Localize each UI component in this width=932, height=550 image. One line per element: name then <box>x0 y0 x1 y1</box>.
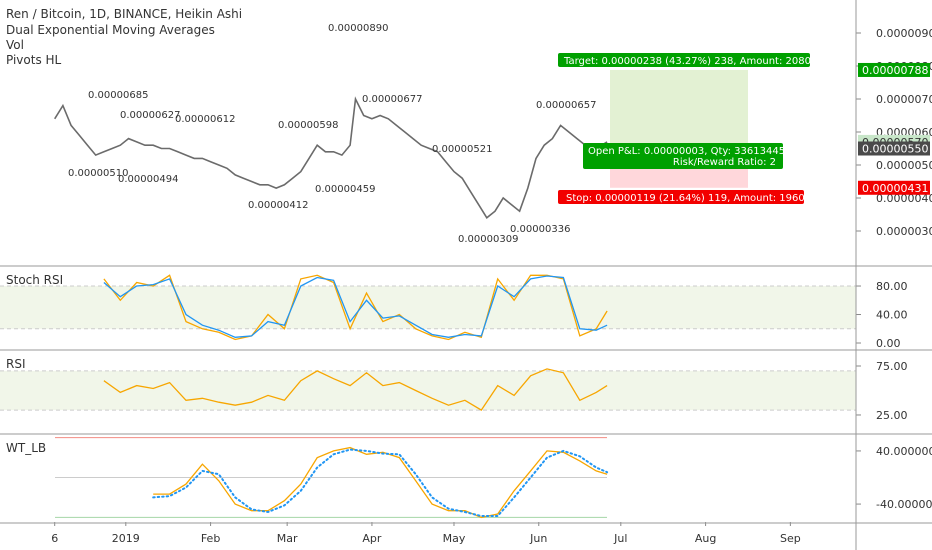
y-tick-label: 0.00 <box>876 337 901 350</box>
series-line <box>54 96 608 219</box>
price-tag-label: 0.00000431 <box>862 182 928 195</box>
y-tick-label: 75.00 <box>876 360 908 373</box>
pivot-label: 0.00000309 <box>458 234 518 245</box>
pane-title: RSI <box>6 357 26 371</box>
y-tick-label: 0.00000900 <box>876 27 932 40</box>
chart-title: Ren / Bitcoin, 1D, BINANCE, Heikin Ashi <box>6 7 242 21</box>
series-line <box>103 275 608 338</box>
price-tag <box>858 141 930 156</box>
pivot-label: 0.00000412 <box>248 200 308 211</box>
price-tag <box>858 62 930 77</box>
y-tick-label: 40.00 <box>876 309 908 322</box>
pivot-label: 0.00000677 <box>362 94 422 105</box>
x-tick-label: Jun <box>529 532 547 545</box>
x-tick-label: Feb <box>201 532 220 545</box>
y-tick-label: -40.00000000 <box>876 498 932 511</box>
pivot-label: 0.00000627 <box>120 110 180 121</box>
band <box>0 286 856 329</box>
series-line <box>152 448 609 517</box>
y-tick-label: 0.00000500 <box>876 159 932 172</box>
pivot-label: 0.00000521 <box>432 144 492 155</box>
x-tick-label: Aug <box>695 532 716 545</box>
x-tick-label: 2019 <box>112 532 140 545</box>
target-box <box>558 53 810 67</box>
pivot-label: 0.00000459 <box>315 184 375 195</box>
pivot-label: 0.00000336 <box>510 224 570 235</box>
y-tick-label: 25.00 <box>876 409 908 422</box>
pnl-label: Risk/Reward Ratio: 2 <box>673 157 776 168</box>
legend-line: Pivots HL <box>6 53 62 67</box>
price-tag-label: 0.00000788 <box>862 64 928 77</box>
x-tick-label: Jul <box>613 532 627 545</box>
y-tick-label: 80.00 <box>876 280 908 293</box>
pnl-label: Open P&L: 0.00000003, Qty: 33613445 <box>588 146 785 157</box>
x-tick-label: Apr <box>362 532 382 545</box>
pnl-box <box>583 143 783 169</box>
y-tick-label: 0.00000700 <box>876 93 932 106</box>
band <box>0 370 856 411</box>
pivot-label: 0.00000598 <box>278 120 338 131</box>
y-tick-label: 40.00000000 <box>876 445 932 458</box>
price-tag-label: 0.00000550 <box>862 143 928 156</box>
legend-line: Dual Exponential Moving Averages <box>6 23 215 37</box>
target-zone <box>610 69 748 149</box>
series-line <box>103 368 608 411</box>
y-tick-label: 0.00000300 <box>876 225 932 238</box>
stop-label: Stop: 0.00000119 (21.64%) 119, Amount: 1… <box>566 193 805 204</box>
y-tick-label: 0.00000400 <box>876 192 932 205</box>
x-tick-label: Mar <box>277 532 298 545</box>
target-label: Target: 0.00000238 (43.27%) 238, Amount:… <box>563 56 811 67</box>
pivot-label: 0.00000657 <box>536 100 596 111</box>
pane-title: WT_LB <box>6 441 46 455</box>
x-tick-label: May <box>443 532 466 545</box>
pivot-label: 0.00000494 <box>118 174 178 185</box>
price-tag <box>858 180 930 195</box>
series-line <box>153 446 608 519</box>
pivot-label: 0.00000510 <box>68 168 128 179</box>
pivot-label: 0.00000890 <box>328 23 388 34</box>
stop-box <box>558 190 804 204</box>
x-tick-label: Sep <box>780 532 801 545</box>
pane-title: Stoch RSI <box>6 273 63 287</box>
pivot-label: 0.00000612 <box>175 114 235 125</box>
pivot-label: 0.00000685 <box>88 90 148 101</box>
x-tick-label: 6 <box>51 532 58 545</box>
legend-line: Vol <box>6 38 24 52</box>
